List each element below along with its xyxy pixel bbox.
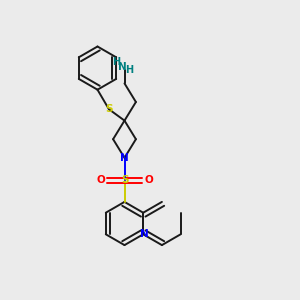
Text: H: H <box>125 65 133 75</box>
Text: N: N <box>120 153 129 163</box>
Text: N: N <box>140 229 149 239</box>
Text: N: N <box>118 62 127 73</box>
Text: H: H <box>112 57 120 68</box>
Text: S: S <box>105 104 113 114</box>
Text: O: O <box>96 175 105 185</box>
Text: S: S <box>121 175 128 185</box>
Text: O: O <box>144 175 153 185</box>
